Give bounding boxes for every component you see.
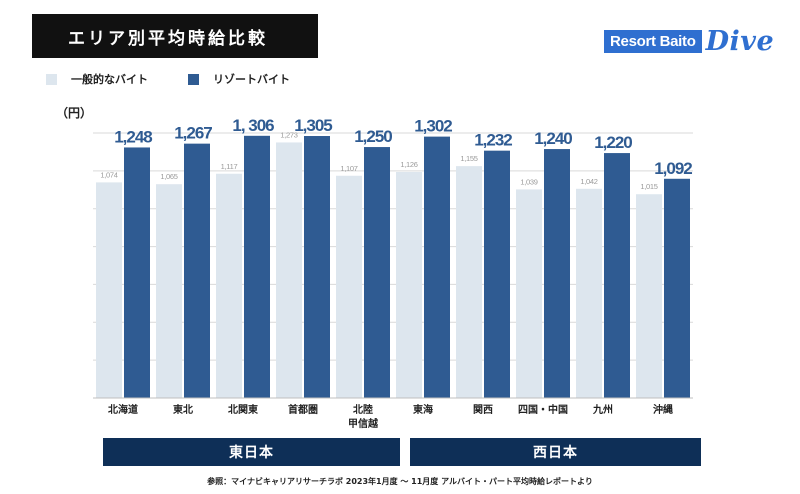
legend-item-general: 一般的なバイト	[46, 71, 148, 87]
bar-chart: 1,074 1,248 北海道 1,065 1,267 東北 1,117 1, 306 北関東 1…	[93, 116, 693, 430]
data-label-general: 1,015	[640, 182, 657, 191]
legend-item-resort: リゾートバイト	[188, 71, 290, 87]
bar-general	[96, 182, 122, 398]
data-label-general: 1,273	[280, 130, 297, 139]
bar-general	[216, 173, 242, 398]
bar-general	[156, 184, 182, 398]
bar-general	[636, 194, 662, 398]
data-label-resort: 1,220	[594, 133, 632, 152]
data-label-general: 1,155	[460, 154, 477, 163]
legend-swatch-resort	[188, 73, 199, 85]
x-tick-label: 首都圏	[288, 403, 318, 416]
bar-general	[456, 166, 482, 398]
bar-general	[516, 189, 542, 398]
bar-resort	[544, 149, 570, 398]
chart-legend: 一般的なバイト リゾートバイト	[46, 71, 290, 87]
data-label-resort: 1,302	[414, 117, 452, 136]
x-tick-label: 沖縄	[653, 403, 673, 416]
logo-script: Dive	[705, 25, 775, 57]
bar-resort	[244, 135, 270, 398]
data-label-resort: 1,092	[654, 159, 692, 178]
x-tick-label: 四国・中国	[518, 403, 568, 416]
region-east-japan: 東日本	[103, 438, 400, 466]
source-note: 参照：マイナビキャリアリサーチラボ 2023年1月度 〜 11月度 アルバイト・…	[207, 477, 593, 486]
data-label-resort: 1,250	[354, 127, 392, 146]
bar-resort	[364, 147, 390, 398]
bar-general	[276, 142, 302, 398]
x-tick-label: 東北	[173, 403, 193, 416]
unit-label: （円）	[56, 106, 93, 120]
x-tick-label: 北関東	[228, 403, 258, 416]
data-label-resort: 1,232	[474, 131, 512, 150]
legend-label-general: 一般的なバイト	[71, 73, 148, 86]
bar-general	[576, 188, 602, 398]
x-tick-label: 関西	[473, 404, 493, 416]
brand-logo: Resort Baito Dive	[604, 25, 775, 57]
x-tick-label: 甲信越	[348, 417, 379, 430]
data-label-general: 1,039	[520, 177, 537, 186]
data-label-resort: 1,240	[534, 129, 572, 148]
bar-resort	[664, 178, 690, 398]
data-label-general: 1,117	[221, 162, 238, 171]
data-label-general: 1,065	[160, 172, 177, 181]
bar-resort	[604, 153, 630, 398]
bar-general	[336, 175, 362, 398]
page-title: エリア別平均時給比較	[32, 14, 318, 58]
logo-text: Resort Baito	[604, 29, 702, 53]
data-label-general: 1,107	[340, 164, 357, 173]
x-tick-label: 北海道	[108, 403, 138, 416]
data-label-resort: 1, 306	[232, 116, 274, 135]
data-label-resort: 1,267	[174, 124, 212, 143]
data-label-resort: 1,248	[114, 127, 152, 146]
bar-resort	[184, 143, 210, 398]
data-label-general: 1,074	[100, 170, 117, 179]
bar-resort	[304, 136, 330, 399]
legend-label-resort: リゾートバイト	[213, 73, 290, 86]
region-west-japan: 西日本	[410, 438, 701, 466]
x-tick-label: 北陸	[353, 403, 373, 416]
x-tick-label: 東海	[413, 403, 433, 416]
data-label-general: 1,042	[580, 177, 597, 186]
bar-general	[396, 171, 422, 398]
data-label-general: 1,126	[400, 160, 417, 169]
x-tick-label: 九州	[592, 403, 613, 416]
legend-swatch-general	[46, 73, 57, 85]
bar-resort	[124, 147, 150, 398]
bar-resort	[424, 136, 450, 398]
data-label-resort: 1,305	[294, 116, 332, 135]
bar-resort	[484, 150, 510, 398]
